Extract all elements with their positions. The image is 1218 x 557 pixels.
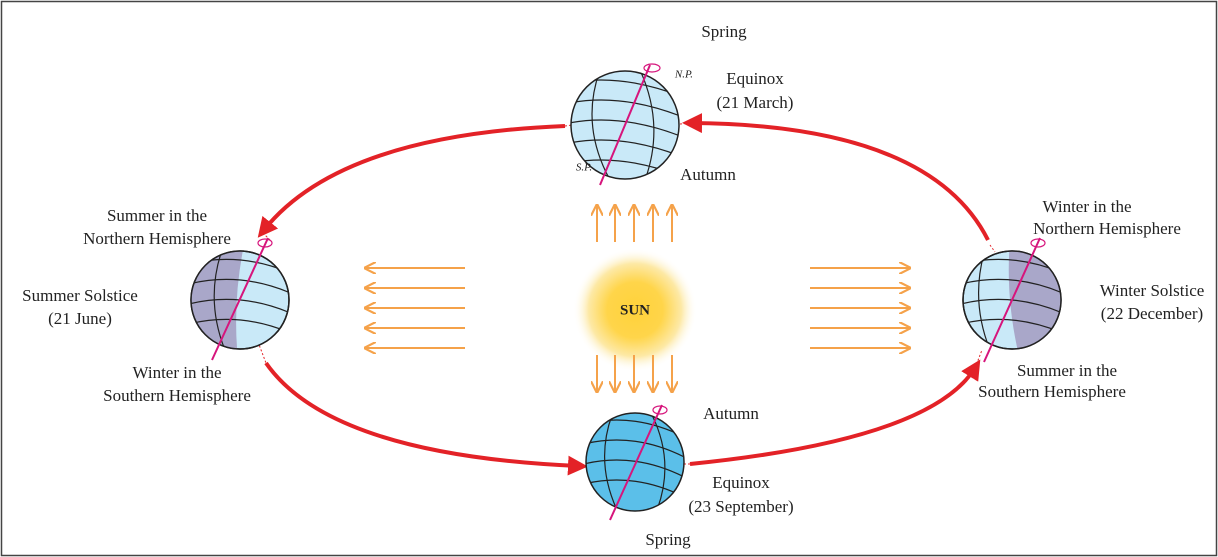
season-label: Autumn: [703, 404, 759, 423]
pole-label: N.P.: [674, 69, 693, 81]
hemisphere-label: Southern Hemisphere: [978, 382, 1126, 401]
globe-june: [180, 238, 295, 360]
event-title: Equinox: [712, 473, 770, 492]
event-date: (21 June): [48, 309, 112, 328]
hemisphere-label: Summer in the: [107, 206, 207, 225]
season-label: Spring: [701, 22, 747, 41]
pole-label: S.P.: [576, 162, 592, 174]
season-label: Autumn: [680, 165, 736, 184]
event-date: (23 September): [688, 497, 793, 516]
sun: SUN: [573, 248, 697, 372]
event-title: Summer Solstice: [22, 286, 138, 305]
season-label: Spring: [645, 530, 691, 549]
hemisphere-label: Northern Hemisphere: [83, 229, 231, 248]
globe-december: [957, 238, 1070, 362]
hemisphere-label: Northern Hemisphere: [1033, 219, 1181, 238]
sun-label: SUN: [620, 302, 650, 318]
event-date: (22 December): [1101, 304, 1203, 323]
hemisphere-label: Winter in the: [132, 363, 221, 382]
diagram: SUN: [0, 0, 1218, 557]
hemisphere-label: Winter in the: [1042, 197, 1131, 216]
event-date: (21 March): [717, 93, 794, 112]
hemisphere-label: Southern Hemisphere: [103, 386, 251, 405]
event-title: Winter Solstice: [1100, 281, 1205, 300]
hemisphere-label: Summer in the: [1017, 361, 1117, 380]
event-title: Equinox: [726, 69, 784, 88]
globe-september: [580, 405, 690, 520]
